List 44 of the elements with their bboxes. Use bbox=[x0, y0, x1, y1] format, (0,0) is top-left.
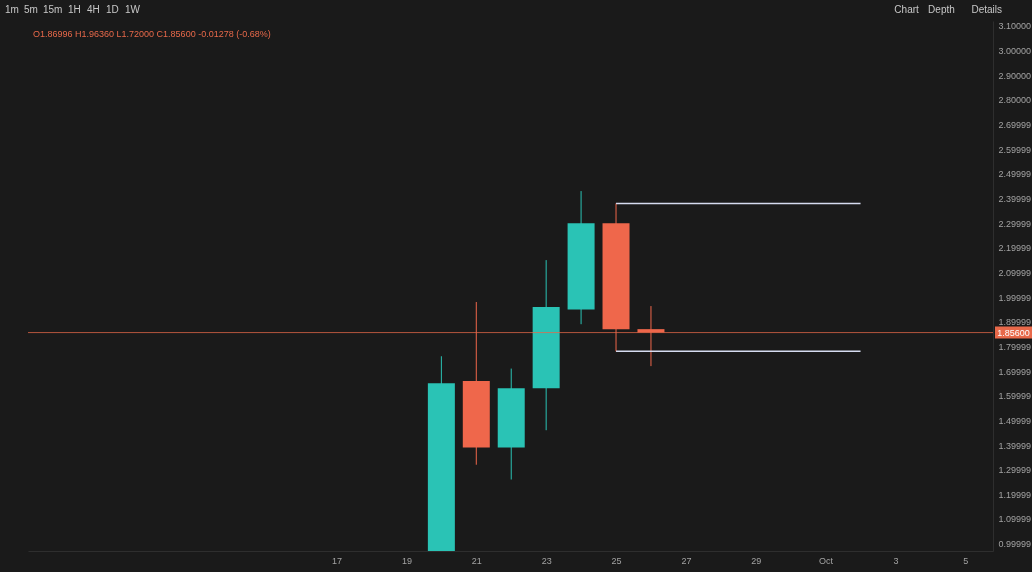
text: Details bbox=[971, 4, 1002, 15]
y-tick-label: 1.79999 bbox=[998, 341, 1032, 352]
x-tick-label: 21 bbox=[471, 555, 482, 566]
text: 1W bbox=[125, 4, 141, 15]
y-tick-label: 1.69999 bbox=[998, 366, 1032, 377]
x-tick-label: Oct bbox=[819, 555, 834, 566]
y-tick-label: 2.49999 bbox=[998, 169, 1032, 180]
text: 4H bbox=[87, 4, 100, 15]
y-tick-label: 3.00000 bbox=[998, 46, 1032, 57]
y-tick-label: 0.99999 bbox=[998, 539, 1032, 550]
y-tick-label: 1.39999 bbox=[998, 440, 1032, 451]
y-tick-label: 3.10000 bbox=[998, 21, 1032, 32]
x-tick-label: 3 bbox=[893, 555, 899, 566]
y-tick-label: 2.09999 bbox=[998, 267, 1032, 278]
y-tick-label: 2.29999 bbox=[998, 218, 1032, 229]
x-tick-label: 29 bbox=[751, 555, 762, 566]
text: 1D bbox=[106, 4, 119, 15]
y-tick-label: 1.59999 bbox=[998, 391, 1032, 402]
x-tick-label: 27 bbox=[681, 555, 692, 566]
x-tick-label: 23 bbox=[541, 555, 552, 566]
y-tick-label: 1.99999 bbox=[998, 292, 1032, 303]
x-tick-label: 19 bbox=[401, 555, 412, 566]
y-tick-label: 2.80000 bbox=[998, 95, 1032, 106]
text: 5m bbox=[24, 4, 38, 15]
x-tick-label: 5 bbox=[963, 555, 969, 566]
text: 1H bbox=[68, 4, 81, 15]
x-tick-label: 25 bbox=[611, 555, 622, 566]
text: Chart bbox=[894, 4, 920, 15]
y-tick-label: 1.49999 bbox=[998, 415, 1032, 426]
y-tick-label: 1.19999 bbox=[998, 489, 1032, 500]
x-tick-label: 17 bbox=[332, 555, 343, 566]
y-tick-label: 1.29999 bbox=[998, 465, 1032, 476]
text: 1m bbox=[5, 4, 19, 15]
y-tick-label: 2.90000 bbox=[998, 70, 1032, 81]
y-tick-label: 2.19999 bbox=[998, 243, 1032, 254]
y-tick-label: 1.89999 bbox=[998, 317, 1032, 328]
annotation: O1.86996 H1.96360 L1.72000 C1.85600 -0.01278 (-0.68%) bbox=[33, 29, 271, 39]
y-tick-label: 1.09999 bbox=[998, 514, 1032, 525]
text: 15m bbox=[43, 4, 63, 15]
y-tick-label: 2.69999 bbox=[998, 120, 1032, 131]
text: Depth bbox=[928, 4, 955, 15]
y-tick-label: 2.39999 bbox=[998, 193, 1032, 204]
ref-line-label: 1.85600 bbox=[997, 327, 1030, 338]
y-tick-label: 2.59999 bbox=[998, 144, 1032, 155]
